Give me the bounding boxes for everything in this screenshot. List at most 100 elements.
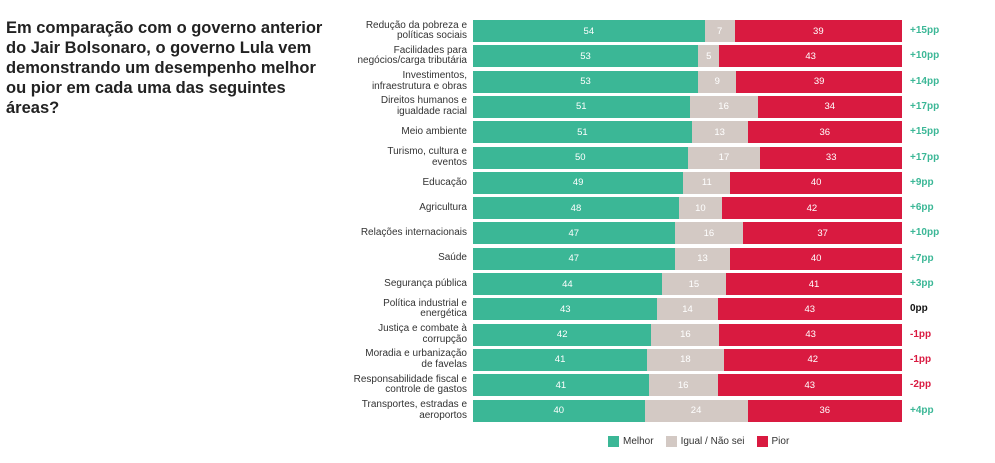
category-label-line: negócios/carga tributária <box>357 55 467 67</box>
chart-row: Educação 49 11 40 +9pp <box>0 171 995 194</box>
stacked-bar: 54 7 39 <box>473 20 902 42</box>
category-label: Justiça e combate à corrupção <box>378 324 467 346</box>
stacked-bar: 42 16 43 <box>473 323 902 346</box>
category-label: Saúde <box>438 248 467 270</box>
category-label-line: Justiça e combate à <box>378 323 467 335</box>
stacked-bar: 48 10 42 <box>473 197 902 220</box>
bar-segment-melhor: 53 <box>473 70 699 93</box>
category-label: Política industrial e energética <box>383 298 467 320</box>
category-label-line: Investimentos, <box>402 70 467 82</box>
bar-segment-igual-n-o-sei: 17 <box>687 146 761 169</box>
bar-segment-pior: 43 <box>717 374 902 397</box>
bar-segment-igual-n-o-sei: 16 <box>648 374 718 397</box>
chart-row: Redução da pobreza e políticas sociais 54 7… <box>0 20 995 42</box>
bar-segment-melhor: 40 <box>473 399 645 422</box>
bar-segment-igual-n-o-sei: 9 <box>698 70 737 93</box>
bar-segment-pior: 43 <box>719 45 902 68</box>
chart-row: Meio ambiente 51 13 36 +15pp <box>0 121 995 144</box>
category-label: Facilidades para negócios/carga tributári… <box>357 45 467 67</box>
delta-label: +14pp <box>910 75 940 87</box>
delta-label: +17pp <box>910 100 940 112</box>
category-label-line: Saúde <box>438 252 467 264</box>
bar-segment-igual-n-o-sei: 15 <box>661 273 727 295</box>
stacked-bar: 51 16 34 <box>473 95 902 118</box>
category-label-line: de favelas <box>421 358 467 370</box>
bar-segment-melhor: 50 <box>473 146 688 169</box>
bar-segment-melhor: 41 <box>473 374 649 397</box>
stacked-bar: 47 16 37 <box>473 222 902 245</box>
category-label-line: controle de gastos <box>385 384 467 396</box>
bar-segment-igual-n-o-sei: 11 <box>683 171 731 194</box>
delta-label: +9pp <box>910 176 934 188</box>
bar-segment-pior: 39 <box>736 70 902 93</box>
bar-segment-pior: 43 <box>719 323 902 346</box>
bar-segment-igual-n-o-sei: 10 <box>678 197 722 220</box>
bar-segment-igual-n-o-sei: 16 <box>689 95 758 118</box>
bar-segment-pior: 33 <box>760 146 902 169</box>
delta-label: +4pp <box>910 404 934 416</box>
category-label-line: aeroportos <box>419 409 467 421</box>
delta-label: -2pp <box>910 379 932 391</box>
delta-label: +10pp <box>910 50 940 62</box>
bar-segment-igual-n-o-sei: 16 <box>651 323 720 346</box>
bar-segment-pior: 34 <box>757 95 902 118</box>
category-label-line: Redução da pobreza e <box>365 19 467 31</box>
category-label: Agricultura <box>419 197 467 219</box>
category-label-line: Turismo, cultura e <box>387 146 467 157</box>
bar-segment-pior: 42 <box>723 348 902 371</box>
legend-swatch <box>756 436 768 447</box>
category-label-line: energética <box>420 308 467 320</box>
stacked-bar: 53 5 43 <box>473 45 902 68</box>
bar-segment-pior: 37 <box>743 222 902 245</box>
delta-label: -1pp <box>910 328 932 340</box>
chart-row: Relações internacionais 47 16 37 +10pp <box>0 222 995 245</box>
delta-label: -1pp <box>910 353 932 365</box>
category-label: Relações internacionais <box>361 222 467 244</box>
bar-segment-pior: 39 <box>734 20 902 42</box>
bar-segment-igual-n-o-sei: 5 <box>698 45 720 68</box>
category-label: Moradia e urbanização de favelas <box>365 349 467 371</box>
bar-segment-pior: 40 <box>730 247 902 270</box>
bar-segment-melhor: 53 <box>473 45 699 68</box>
category-label-line: Política industrial e <box>383 297 467 309</box>
stacked-bar: 41 16 43 <box>473 374 902 397</box>
chart-row: Segurança pública 44 15 41 +3pp <box>0 273 995 295</box>
chart-question-title: Em comparação com o governo anterior do … <box>6 19 323 117</box>
category-label-line: infraestrutura e obras <box>371 80 467 92</box>
legend-item: Pior <box>756 436 789 447</box>
chart-row: Responsabilidade fiscal e controle de gas… <box>0 374 995 397</box>
bar-segment-melhor: 51 <box>473 95 690 118</box>
bar-segment-pior: 40 <box>730 171 902 194</box>
delta-label: +15pp <box>910 25 940 36</box>
category-label-line: Relações internacionais <box>360 227 467 239</box>
bar-segment-melhor: 49 <box>473 171 684 194</box>
chart-row: Moradia e urbanização de favelas 41 18 42 -1p… <box>0 349 995 371</box>
category-label-line: Segurança pública <box>384 277 467 289</box>
category-label: Meio ambiente <box>401 121 467 143</box>
bar-segment-melhor: 42 <box>473 323 652 346</box>
legend-item: Melhor <box>608 436 654 447</box>
stacked-bar: 40 24 36 <box>473 399 902 422</box>
bar-segment-melhor: 54 <box>473 20 705 42</box>
category-label-line: eventos <box>431 156 467 168</box>
bar-segment-melhor: 43 <box>473 298 658 321</box>
stacked-bar: 53 9 39 <box>473 70 902 93</box>
delta-label: +6pp <box>910 202 934 214</box>
bar-segment-pior: 36 <box>747 399 902 422</box>
chart-row: Turismo, cultura e eventos 50 17 33 +17pp <box>0 146 995 169</box>
chart-row: Saúde 47 13 40 +7pp <box>0 247 995 270</box>
chart-row: Direitos humanos e igualdade racial 51 16 34… <box>0 96 995 118</box>
bar-segment-melhor: 44 <box>473 273 662 295</box>
category-label-line: Agricultura <box>419 201 467 213</box>
legend-label: Melhor <box>623 436 654 447</box>
category-label: Transportes, estradas e aeroportos <box>362 399 467 422</box>
category-label-line: corrupção <box>422 333 467 345</box>
bar-segment-pior: 42 <box>721 197 902 220</box>
bar-segment-melhor: 47 <box>473 222 675 245</box>
category-label: Redução da pobreza e políticas sociais <box>366 20 467 42</box>
delta-label: +3pp <box>910 278 934 289</box>
category-label-line: Educação <box>422 176 467 188</box>
stacked-bar: 44 15 41 <box>473 273 902 295</box>
chart-row: Justiça e combate à corrupção 42 16 43 -1pp <box>0 324 995 346</box>
category-label: Turismo, cultura e eventos <box>387 146 467 169</box>
